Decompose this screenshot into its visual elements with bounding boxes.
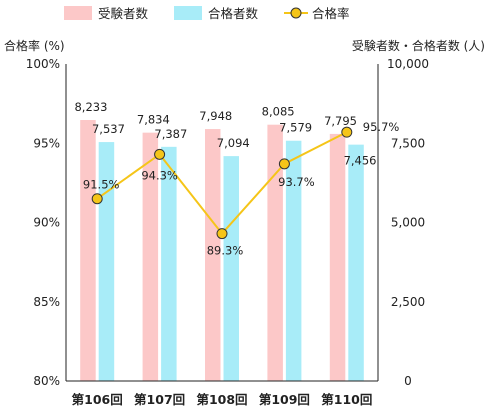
- pass-rate-value-label: 89.3%: [207, 244, 244, 258]
- examinees-bar: [142, 132, 159, 381]
- examinees-value-label: 7,834: [137, 113, 170, 127]
- examinees-value-label: 7,948: [199, 109, 232, 123]
- legend-swatch-1: [174, 6, 202, 20]
- right-tick-label: 10,000: [387, 57, 429, 71]
- left-tick-label: 90%: [33, 216, 60, 230]
- passers-value-label: 7,456: [344, 154, 377, 168]
- legend-label-2: 合格率: [312, 6, 350, 21]
- passers-bar: [161, 146, 177, 381]
- passers-bar: [348, 144, 364, 381]
- pass-rate-point: [216, 228, 228, 240]
- examinees-value-label: 8,085: [262, 105, 295, 119]
- examinees-bar: [205, 129, 221, 381]
- passers-value-label: 7,537: [92, 122, 125, 136]
- examinees-value-label: 8,233: [74, 100, 107, 114]
- axes: [65, 64, 379, 382]
- legend-swatch-0: [64, 6, 92, 20]
- right-axis-ticks: 0 2,500 5,000 7,500 10,000: [387, 57, 429, 388]
- left-tick-label: 80%: [33, 374, 60, 388]
- examinees-bar: [80, 120, 96, 381]
- passers-value-label: 7,094: [217, 136, 250, 150]
- pass-rate-value-label: 93.7%: [278, 175, 315, 189]
- right-tick-label: 5,000: [391, 216, 425, 230]
- legend-label-0: 受験者数: [98, 6, 149, 21]
- left-axis-ticks: 80% 85% 90% 95% 100%: [26, 57, 60, 388]
- category-labels: 第106回 第107回 第108回 第109回 第110回: [72, 392, 373, 407]
- pass-rate-value-label: 91.5%: [83, 178, 120, 192]
- passers-value-label: 7,579: [279, 121, 312, 135]
- pass-rate-value-label: 95.7%: [363, 120, 400, 134]
- passers-bar: [98, 142, 115, 381]
- examinees-bar: [267, 124, 283, 381]
- left-axis-title: 合格率 (%): [4, 38, 65, 53]
- examinees-bar: [329, 133, 346, 381]
- right-tick-label: 7,500: [391, 136, 425, 150]
- left-tick-label: 85%: [33, 295, 60, 309]
- pass-rate-point: [278, 158, 290, 170]
- pass-rate-point: [154, 148, 166, 160]
- legend-label-1: 合格者数: [208, 6, 259, 21]
- legend-marker: [290, 7, 302, 19]
- left-tick-label: 100%: [26, 57, 60, 71]
- examinees-value-label: 7,795: [324, 114, 357, 128]
- category-label: 第107回: [134, 392, 185, 407]
- left-tick-label: 95%: [33, 136, 60, 150]
- pass-rate-point: [341, 126, 353, 138]
- pass-rate-value-label: 94.3%: [141, 168, 178, 182]
- pass-rate-line: [91, 126, 353, 240]
- category-label: 第110回: [321, 392, 372, 407]
- pass-rate-point: [91, 193, 103, 205]
- right-axis-title: 受験者数・合格者数 (人): [352, 38, 485, 53]
- passers-value-label: 7,387: [154, 127, 187, 141]
- category-label: 第108回: [196, 392, 247, 407]
- legend: 受験者数 合格者数 合格率: [64, 6, 350, 21]
- passers-bar: [223, 156, 239, 381]
- category-label: 第106回: [72, 392, 123, 407]
- right-tick-label: 2,500: [391, 295, 425, 309]
- category-label: 第109回: [259, 392, 310, 407]
- bars: [80, 120, 364, 381]
- passers-bar: [285, 140, 302, 381]
- right-tick-label: 0: [404, 374, 412, 388]
